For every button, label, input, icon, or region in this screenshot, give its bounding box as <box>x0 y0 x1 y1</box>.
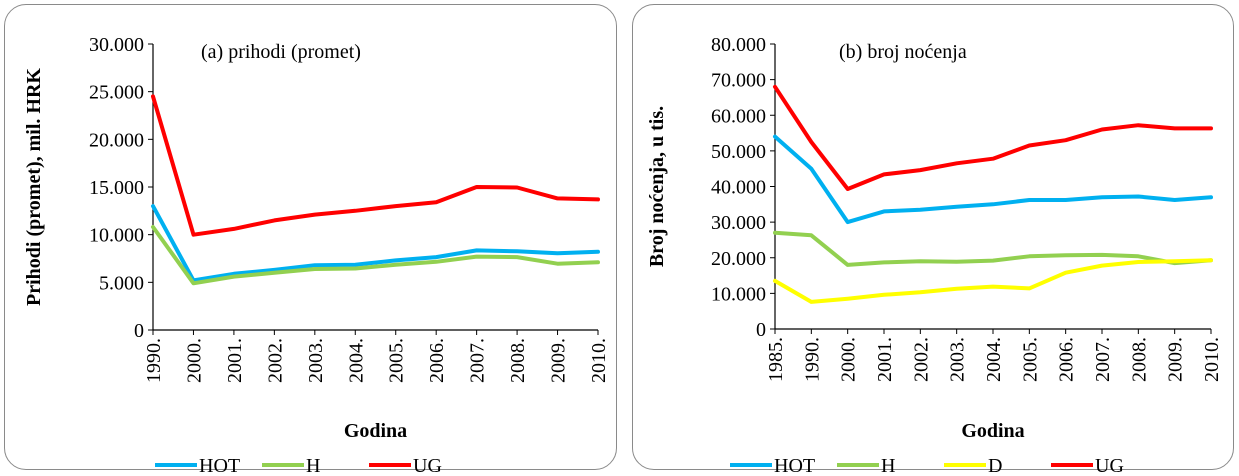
x-tick-label: 2010. <box>1201 337 1223 382</box>
y-tick-label: 25.000 <box>89 82 144 104</box>
x-tick-label: 2001. <box>224 338 246 383</box>
chart-title: (b) broj noćenja <box>839 41 967 63</box>
legend-label-d: D <box>988 455 1002 476</box>
y-tick-label: 50.000 <box>711 141 766 163</box>
legend-label-hot: HOT <box>774 455 815 476</box>
y-tick-label: 70.000 <box>711 70 766 92</box>
legend-label-h: H <box>881 455 895 476</box>
x-tick-label: 2004. <box>345 338 367 383</box>
series-line-h <box>151 225 600 286</box>
y-tick-label: 20.000 <box>89 129 144 151</box>
x-tick-label: 2009. <box>548 338 570 383</box>
x-tick-label: 2003. <box>947 337 969 382</box>
y-tick-label: 5.000 <box>99 272 144 294</box>
x-axis-title: Godina <box>344 420 407 442</box>
x-axis-title: Godina <box>961 420 1024 442</box>
chart-panel-b: 0 10.000 20.000 30.000 40.000 50.000 60.000 70.… <box>632 4 1234 476</box>
x-tick-label: 2001. <box>874 337 896 382</box>
series-line-hot <box>773 134 1213 225</box>
y-tick-label: 60.000 <box>711 105 766 127</box>
legend-label-h: H <box>306 455 320 476</box>
y-tick-label: 30.000 <box>711 212 766 234</box>
y-tick-label: 0 <box>756 319 766 341</box>
x-tick-label: 2009. <box>1165 337 1187 382</box>
x-tick-label: 2008. <box>1128 337 1150 382</box>
legend-label-hot: HOT <box>199 455 240 476</box>
x-tick-label: 2006. <box>1056 337 1078 382</box>
series-line-ug <box>773 84 1213 191</box>
x-tick-label: 2004. <box>983 337 1005 382</box>
y-tick-label: 0 <box>134 320 144 342</box>
x-tick-label: 2000. <box>183 338 205 383</box>
series-line-h <box>773 230 1213 267</box>
x-tick-label: 2005. <box>386 338 408 383</box>
y-axis-title: Broj noćenja, u tis. <box>646 106 668 267</box>
legend-label-ug: UG <box>1095 455 1124 476</box>
x-tick-label: 2002. <box>910 337 932 382</box>
x-tick-label: 2002. <box>264 338 286 383</box>
x-tick-label: 1990. <box>801 337 823 382</box>
series-line-hot <box>151 204 600 283</box>
y-tick-label: 30.000 <box>89 34 144 56</box>
series-line-ug <box>151 94 600 237</box>
x-tick-label: 2003. <box>305 338 327 383</box>
x-tick-label: 2007. <box>467 338 489 383</box>
chart-b-svg: 0 10.000 20.000 30.000 40.000 50.000 60.000 70.… <box>646 34 1223 476</box>
y-tick-label: 20.000 <box>711 248 766 270</box>
y-axis-title: Prihodi (promet), mil. HRK <box>23 68 45 306</box>
x-tick-label: 1990. <box>143 338 165 383</box>
y-tick-label: 10.000 <box>89 225 144 247</box>
x-tick-label: 2005. <box>1019 337 1041 382</box>
x-tick-label: 2000. <box>838 337 860 382</box>
x-tick-label: 2010. <box>588 338 610 383</box>
chart-a-svg: 0 5.000 10.000 15.000 20.000 25.000 30.000 1990… <box>23 34 610 476</box>
y-tick-label: 15.000 <box>89 177 144 199</box>
y-tick-label: 80.000 <box>711 34 766 56</box>
x-tick-label: 2008. <box>507 338 529 383</box>
x-tick-label: 2007. <box>1092 337 1114 382</box>
y-tick-label: 10.000 <box>711 283 766 305</box>
series-line-d <box>773 258 1213 304</box>
x-tick-label: 2006. <box>426 338 448 383</box>
chart-title: (a) prihodi (promet) <box>201 41 361 63</box>
x-tick-label: 1985. <box>765 337 787 382</box>
y-tick-label: 40.000 <box>711 177 766 199</box>
legend-label-ug: UG <box>413 455 442 476</box>
chart-panel-a: 0 5.000 10.000 15.000 20.000 25.000 30.000 1990… <box>4 4 617 476</box>
